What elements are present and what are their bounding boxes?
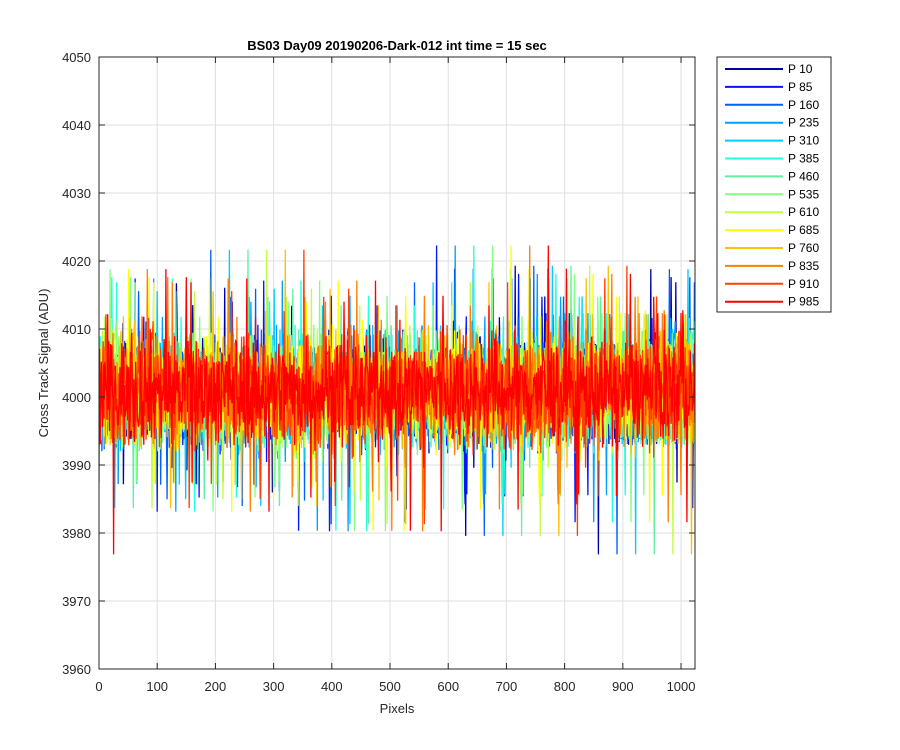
x-tick-label: 0 [95,679,102,694]
legend-label: P 610 [788,205,819,219]
legend-label: P 10 [788,62,813,76]
x-tick-label: 700 [496,679,518,694]
x-tick-label: 1000 [667,679,696,694]
legend-label: P 760 [788,241,819,255]
y-tick-label: 4050 [62,50,91,65]
y-tick-label: 4030 [62,186,91,201]
legend-label: P 235 [788,116,819,130]
y-tick-label: 3970 [62,594,91,609]
x-tick-label: 900 [612,679,634,694]
legend-label: P 910 [788,277,819,291]
y-tick-label: 3980 [62,526,91,541]
legend-label: P 685 [788,223,819,237]
series-line-p985 [99,245,695,555]
legend-label: P 310 [788,134,819,148]
y-tick-label: 4010 [62,322,91,337]
y-axis-label: Cross Track Signal (ADU) [36,289,51,438]
legend-label: P 160 [788,98,819,112]
chart-title: BS03 Day09 20190206-Dark-012 int time = … [247,38,547,53]
y-tick-label: 4000 [62,390,91,405]
plot-border [98,56,696,670]
legend-label: P 385 [788,152,819,166]
y-axis-ticks: 3960 3970 3980 3990 4000 4010 4020 4030 4040 4050 [62,50,695,677]
legend-label: P 85 [788,80,813,94]
x-tick-label: 600 [437,679,459,694]
y-tick-label: 3990 [62,458,91,473]
legend-label: P 460 [788,169,819,183]
x-tick-label: 300 [263,679,285,694]
y-tick-label: 4040 [62,118,91,133]
x-tick-label: 100 [146,679,168,694]
x-tick-label: 400 [321,679,343,694]
x-axis-ticks: 0 100 200 300 400 500 600 700 800 900 1000 [95,57,695,694]
legend: P 10 P 85 P 160 P 235 P 310 P 385 P 460 P 535 P … [716,56,832,313]
x-tick-label: 800 [554,679,576,694]
legend-box [716,56,832,313]
series-layer [99,245,695,555]
x-tick-label: 500 [379,679,401,694]
y-tick-label: 3960 [62,662,91,677]
x-axis-label: Pixels [380,701,415,716]
x-tick-label: 200 [205,679,227,694]
legend-label: P 985 [788,295,819,309]
legend-label: P 535 [788,187,819,201]
legend-label: P 835 [788,259,819,273]
y-tick-label: 4020 [62,254,91,269]
